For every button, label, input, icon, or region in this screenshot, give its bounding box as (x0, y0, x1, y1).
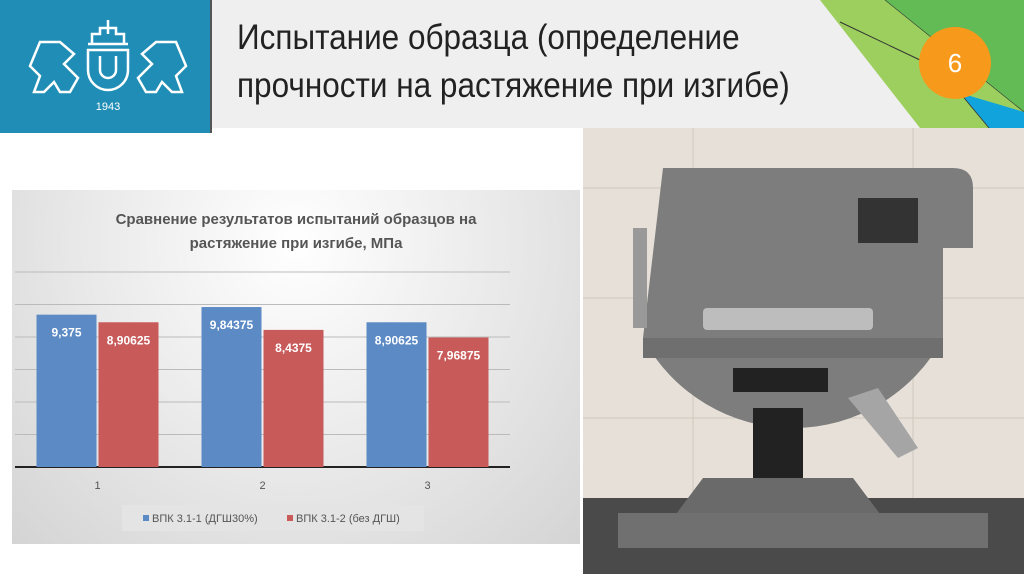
bar-series-1-cat-1 (36, 314, 97, 467)
data-label: 9,375 (51, 326, 81, 340)
x-tick-label: 3 (424, 480, 430, 492)
bar-series-1-cat-3 (366, 322, 427, 467)
legend-swatch-series-2 (287, 515, 293, 521)
bar-series-2-cat-1 (98, 322, 159, 467)
testing-machine-photo (583, 128, 1024, 574)
data-label: 9,84375 (210, 318, 254, 332)
data-label: 8,90625 (107, 333, 151, 347)
x-tick-label: 1 (94, 480, 100, 492)
bar-series-2-cat-2 (263, 329, 324, 467)
legend-swatch-series-1 (143, 515, 149, 521)
title-line-1: Испытание образца (определение (237, 18, 740, 57)
bar-series-1-cat-2 (201, 307, 262, 467)
data-label: 8,90625 (375, 333, 419, 347)
page-number-badge: 6 (919, 27, 991, 99)
blue-triangle (960, 93, 1024, 128)
chart-title-line-2: растяжение при изгибе, МПа (190, 235, 403, 252)
legend-label-series-2: ВПК 3.1-2 (без ДГШ) (296, 513, 400, 525)
data-label: 7,96875 (437, 349, 481, 363)
x-tick-label: 2 (259, 480, 265, 492)
legend-label-series-1: ВПК 3.1-1 (ДГШ30%) (152, 513, 258, 525)
logo-year: 1943 (96, 101, 120, 113)
bar-series-2-cat-3 (428, 337, 489, 467)
data-label: 8,4375 (275, 341, 312, 355)
university-logo: 1943 (0, 0, 212, 133)
page-title: Испытание образца (определение прочности… (237, 14, 790, 110)
chart-title-line-1: Сравнение результатов испытаний образцов… (116, 211, 478, 228)
legend (122, 505, 424, 531)
chart-svg: Сравнение результатов испытаний образцов… (15, 211, 510, 531)
title-line-2: прочности на растяжение при изгибе) (237, 66, 790, 105)
machine-image (583, 128, 1024, 574)
bar-chart: Сравнение результатов испытаний образцов… (12, 190, 580, 544)
